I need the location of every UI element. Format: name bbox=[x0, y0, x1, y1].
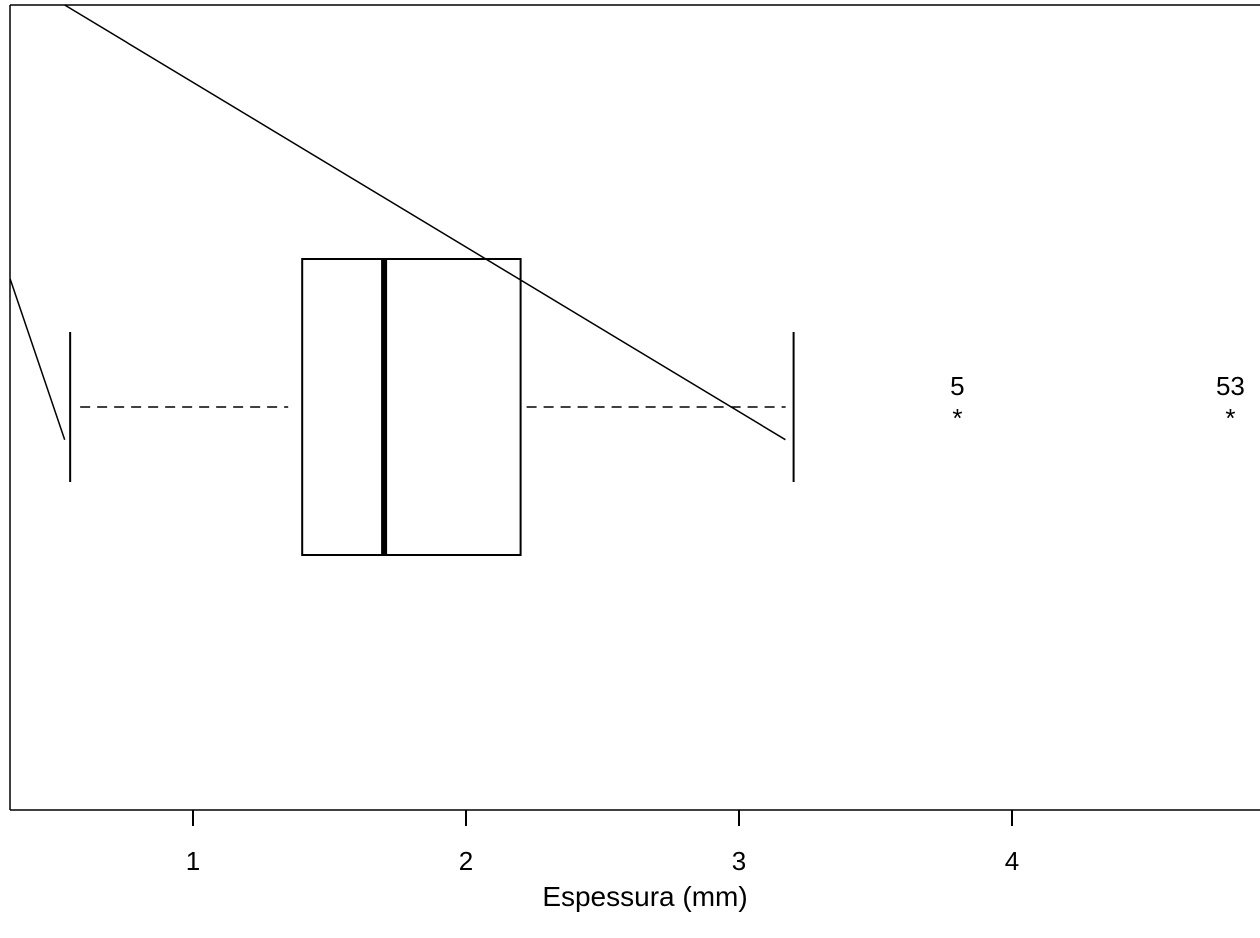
outlier-label-2: 53 bbox=[1216, 371, 1245, 401]
annotation-line-1 bbox=[64, 4, 786, 441]
outlier-marker-2: * bbox=[1225, 403, 1235, 433]
annotation-lines bbox=[9, 4, 786, 441]
x-tick-label-3: 3 bbox=[732, 846, 746, 876]
outlier-marker-1: * bbox=[952, 403, 962, 433]
outlier-label-1: 5 bbox=[950, 371, 964, 401]
x-axis: 1 2 3 4 bbox=[186, 810, 1019, 876]
x-tick-label-2: 2 bbox=[459, 846, 473, 876]
outliers: 5*53* bbox=[950, 371, 1245, 433]
iqr-box bbox=[301, 258, 522, 556]
annotation-line-2 bbox=[9, 278, 66, 440]
boxplot bbox=[69, 258, 795, 556]
x-axis-label: Espessura (mm) bbox=[542, 881, 747, 912]
x-tick-label-4: 4 bbox=[1005, 846, 1019, 876]
x-tick-label-1: 1 bbox=[186, 846, 200, 876]
